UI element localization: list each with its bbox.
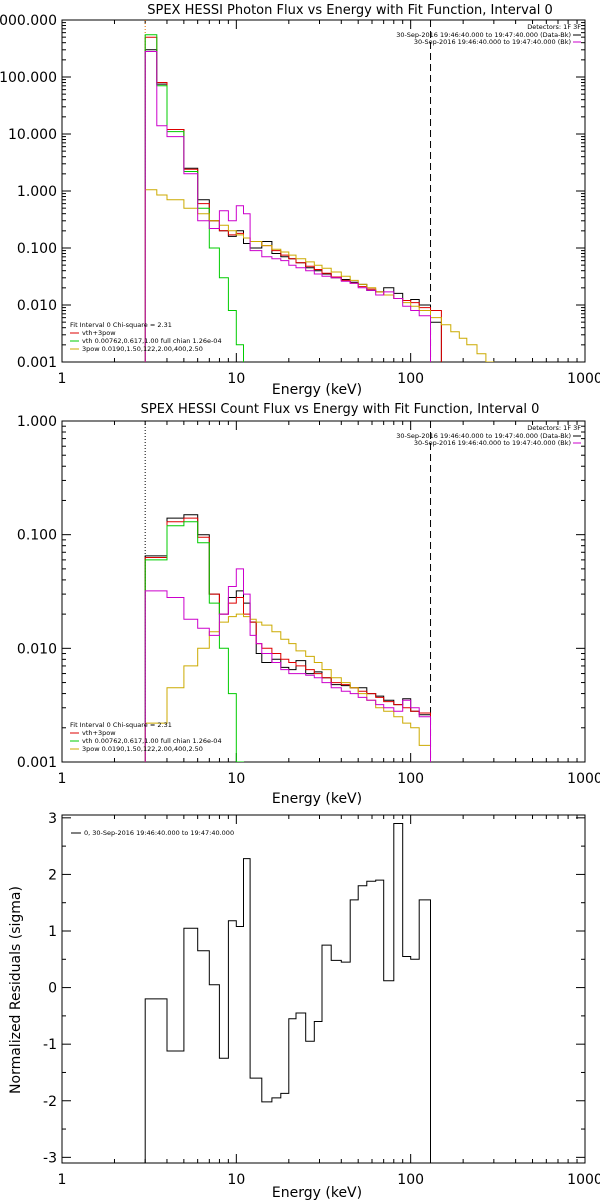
- legend-entry: 3pow 0.0190,1.50,122,2.00,400,2.50: [82, 345, 203, 353]
- y-tick-label: 0: [48, 981, 57, 997]
- chart-title: SPEX HESSI Photon Flux vs Energy with Fi…: [147, 3, 553, 18]
- header-line: 30-Sep-2016 19:46:40.000 to 19:47:40.000…: [396, 432, 571, 440]
- legend-title: Fit Interval 0 Chi-square = 2.31: [70, 321, 172, 329]
- x-tick-label: 100: [397, 1172, 424, 1188]
- plot-frame: [61, 420, 586, 763]
- y-tick-label: 1.000: [17, 414, 57, 430]
- series-0-30-sep-2016-19-46-40-000-to-19-47-40-000: [144, 823, 431, 1163]
- y-tick-label: 0.001: [17, 355, 57, 371]
- y-tick-label: 1.000: [17, 184, 57, 200]
- legend-entry: 3pow 0.0190,1.50,122,2.00,400,2.50: [82, 745, 203, 753]
- series-bk: [144, 51, 431, 362]
- header-line: 30-Sep-2016 19:46:40.000 to 19:47:40.000…: [414, 439, 571, 447]
- x-axis-label: Energy (keV): [272, 1185, 362, 1200]
- legend-entry: vth+3pow: [82, 729, 116, 737]
- x-tick-label: 10: [227, 371, 245, 387]
- x-axis-label: Energy (keV): [272, 791, 362, 807]
- detectors-text: Detectors: 1F 3F: [527, 424, 581, 432]
- x-tick-label: 10: [227, 771, 245, 787]
- y-tick-label: 0.100: [17, 241, 57, 257]
- y-tick-label: 0.100: [17, 528, 57, 544]
- plot-frame: [61, 814, 586, 1164]
- y-tick-label: 0.001: [17, 755, 57, 771]
- header-line: 30-Sep-2016 19:46:40.000 to 19:47:40.000…: [414, 38, 571, 46]
- header-line: 30-Sep-2016 19:46:40.000 to 19:47:40.000…: [396, 31, 571, 39]
- series-data-bk: [144, 514, 431, 762]
- x-tick-label: 100: [397, 371, 424, 387]
- photon-flux-chart: SPEX HESSI Photon Flux vs Energy with Fi…: [0, 3, 600, 398]
- legend-entry: 0, 30-Sep-2016 19:46:40.000 to 19:47:40.…: [84, 829, 234, 837]
- legend-entry: vth 0.00762,0.617,1.00 full chian 1.26e-…: [82, 337, 222, 345]
- series-vth: [144, 521, 244, 762]
- y-tick-label: -2: [43, 1094, 57, 1110]
- x-tick-label: 1000: [567, 371, 600, 387]
- series-bk: [144, 568, 431, 762]
- y-tick-label: 2: [48, 867, 57, 883]
- plot-frame: [61, 19, 586, 363]
- y-tick-label: -3: [43, 1150, 57, 1166]
- y-tick-label: 10.000: [8, 127, 57, 143]
- x-tick-label: 1000: [567, 1172, 600, 1188]
- x-tick-label: 1: [58, 771, 67, 787]
- x-tick-label: 1000: [567, 771, 600, 787]
- x-tick-label: 1: [58, 1172, 67, 1188]
- chart-title: SPEX HESSI Count Flux vs Energy with Fit…: [141, 402, 540, 417]
- y-tick-label: 100.000: [0, 70, 57, 86]
- series-3pow: [144, 613, 431, 762]
- x-axis-label: Energy (keV): [272, 382, 362, 398]
- y-tick-label: 3: [48, 811, 57, 827]
- y-tick-label: 1: [48, 924, 57, 940]
- residuals-chart: Energy (keV) Normalized Residuals (sigma…: [8, 811, 600, 1200]
- detectors-text: Detectors: 1F 3F: [527, 23, 581, 31]
- y-tick-label: 0.010: [17, 641, 57, 657]
- x-tick-label: 100: [397, 771, 424, 787]
- legend-entry: vth+3pow: [82, 329, 116, 337]
- x-tick-label: 1: [58, 371, 67, 387]
- series-vth-3pow: [144, 517, 431, 762]
- x-tick-label: 10: [227, 1172, 245, 1188]
- count-flux-chart: SPEX HESSI Count Flux vs Energy with Fit…: [17, 402, 600, 807]
- y-axis-label: Normalized Residuals (sigma): [8, 886, 24, 1094]
- y-tick-label: -1: [43, 1037, 57, 1053]
- legend-entry: vth 0.00762,0.617,1.00 full chian 1.26e-…: [82, 737, 222, 745]
- legend-title: Fit Interval 0 Chi-square = 2.31: [70, 721, 172, 729]
- series-vth: [144, 34, 244, 362]
- y-tick-label: 1000.000: [0, 13, 57, 29]
- series-data-bk: [144, 49, 442, 362]
- y-tick-label: 0.010: [17, 298, 57, 314]
